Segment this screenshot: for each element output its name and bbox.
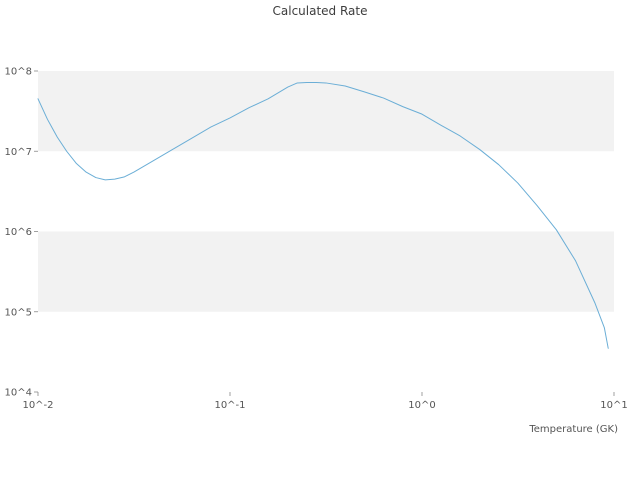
y-tick-label: 10^7 [5,147,32,158]
grid-band [38,231,614,312]
y-tick-label: 10^4 [5,388,32,399]
y-tick-label: 10^8 [5,67,32,78]
y-tick-label: 10^6 [5,227,32,238]
y-tick-label: 10^5 [5,307,32,318]
x-tick-label: 10^0 [408,400,435,411]
x-tick-label: 10^1 [600,400,627,411]
chart-title: Calculated Rate [272,4,368,18]
x-tick-label: 10^-1 [214,400,245,411]
rate-curve-line [37,81,609,349]
grid-band [38,71,614,152]
x-tick-label: 10^-2 [22,400,53,411]
x-axis-label: Temperature (GK) [529,424,618,435]
